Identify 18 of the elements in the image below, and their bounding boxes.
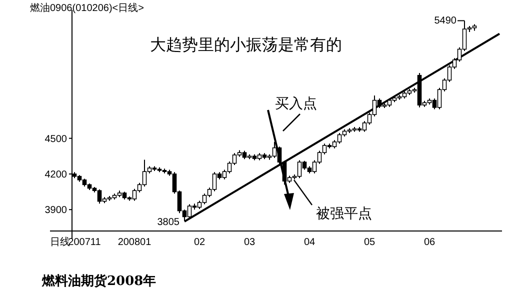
y-tick-label: 3900 [44,205,68,216]
x-tick-label: 200801 [118,237,152,248]
y-tick-label: 4200 [44,169,68,180]
annotation: 被强平点 [316,205,372,221]
chart-title: 燃油0906(010206)<日线> [30,2,144,14]
annotation: 5490 [434,16,457,27]
x-tick-label: 04 [304,237,316,248]
annotation: 大趋势里的小振荡是常有的 [150,36,342,54]
y-tick-label: 4500 [44,134,68,145]
x-tick-label: 05 [364,237,376,248]
x-tick-label: 06 [424,237,436,248]
annotation: 3805 [157,216,180,228]
x-tick-label: 200711 [68,237,102,248]
annotation: 买入点 [275,95,317,111]
x-tick-label: 02 [194,237,206,248]
x-tick-label: 03 [244,237,256,248]
text: 燃料油期货2008年 [41,273,156,289]
x-axis-title: 日线 [50,236,70,248]
